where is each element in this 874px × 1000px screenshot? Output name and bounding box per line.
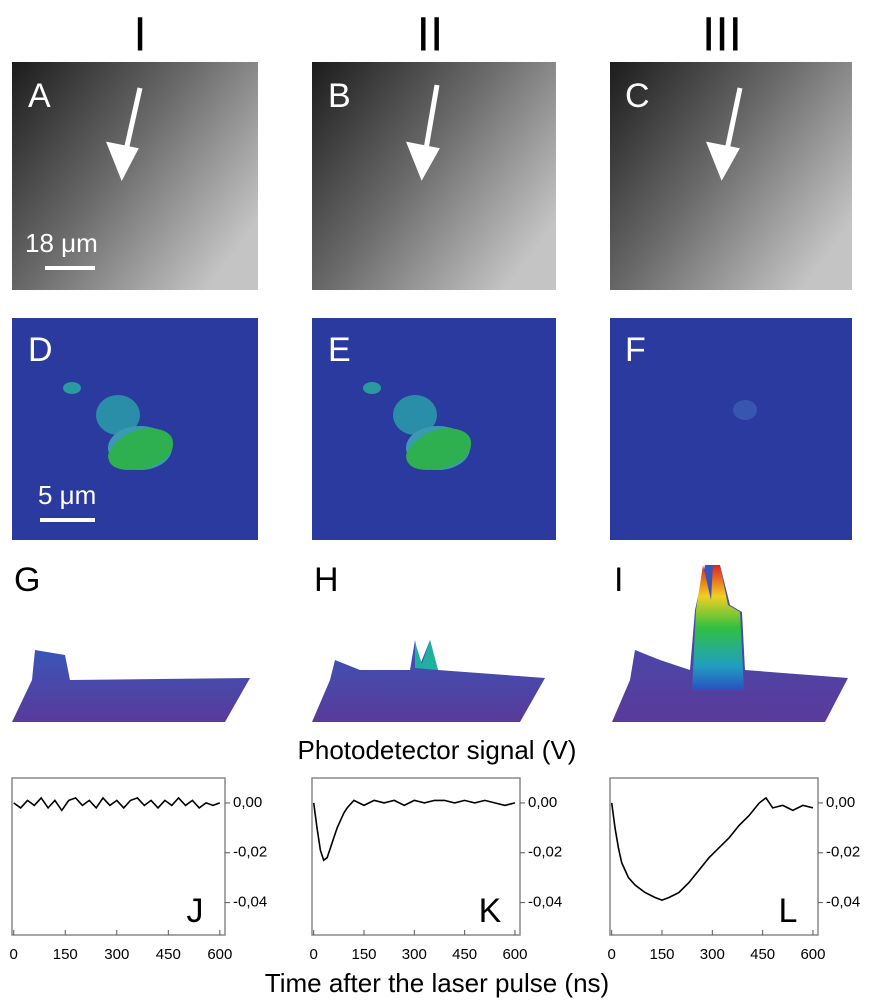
y-tick-label: -0,04	[528, 894, 562, 911]
x-tick-label: 0	[608, 946, 616, 963]
signal-line	[13, 796, 221, 812]
panel-label: F	[625, 331, 646, 369]
column-label: II	[417, 9, 444, 62]
y-tick-label: 0,00	[233, 794, 262, 811]
x-tick-label: 450	[452, 946, 477, 963]
surfaces	[12, 565, 848, 722]
x-tick-label: 300	[402, 946, 427, 963]
x-tick-label: 150	[649, 946, 674, 963]
map	[610, 318, 852, 540]
panel-label: G	[14, 561, 40, 599]
signal-line	[610, 796, 814, 901]
panel-label: K	[479, 892, 502, 930]
panel-label: B	[328, 77, 351, 115]
fluorescence-maps	[12, 318, 852, 540]
panel-label: C	[625, 77, 650, 115]
x-tick-label: 150	[351, 946, 376, 963]
x-tick-label: 600	[207, 946, 232, 963]
signal-line	[312, 799, 516, 862]
panel-label: H	[314, 561, 339, 599]
x-axis-label: Time after the laser pulse (ns)	[265, 968, 609, 998]
panel-label: L	[779, 892, 798, 930]
plot-frame	[311, 777, 521, 936]
y-tick-label: -0,04	[233, 894, 267, 911]
x-tick-label: 0	[310, 946, 318, 963]
y-tick-label: 0,00	[826, 794, 855, 811]
y-tick-label: -0,04	[826, 894, 860, 911]
scale-label: 5 μm	[38, 480, 96, 510]
x-tick-label: 150	[53, 946, 78, 963]
x-tick-label: 300	[700, 946, 725, 963]
y-tick-label: -0,02	[826, 844, 860, 861]
x-tick-label: 450	[156, 946, 181, 963]
panel-label: D	[28, 331, 53, 369]
y-tick-label: 0,00	[528, 794, 557, 811]
panel-label: E	[328, 331, 351, 369]
column-label: III	[702, 9, 742, 62]
x-tick-label: 450	[750, 946, 775, 963]
panel-label: A	[28, 77, 51, 115]
arrows	[105, 84, 743, 181]
x-tick-label: 0	[10, 946, 18, 963]
y-tick-label: -0,02	[233, 844, 267, 861]
x-tick-label: 300	[104, 946, 129, 963]
plot-frame	[11, 777, 226, 936]
panel-label: J	[187, 892, 204, 930]
scale-label: 18 μm	[25, 228, 98, 258]
x-tick-label: 600	[800, 946, 825, 963]
micrographs	[12, 62, 852, 290]
signal-label: Photodetector signal (V)	[298, 735, 577, 765]
x-tick-label: 600	[502, 946, 527, 963]
micrograph	[610, 62, 852, 290]
plot-frame	[609, 777, 819, 936]
column-label: I	[133, 9, 146, 62]
panel-label: I	[614, 561, 623, 599]
y-tick-label: -0,02	[528, 844, 562, 861]
